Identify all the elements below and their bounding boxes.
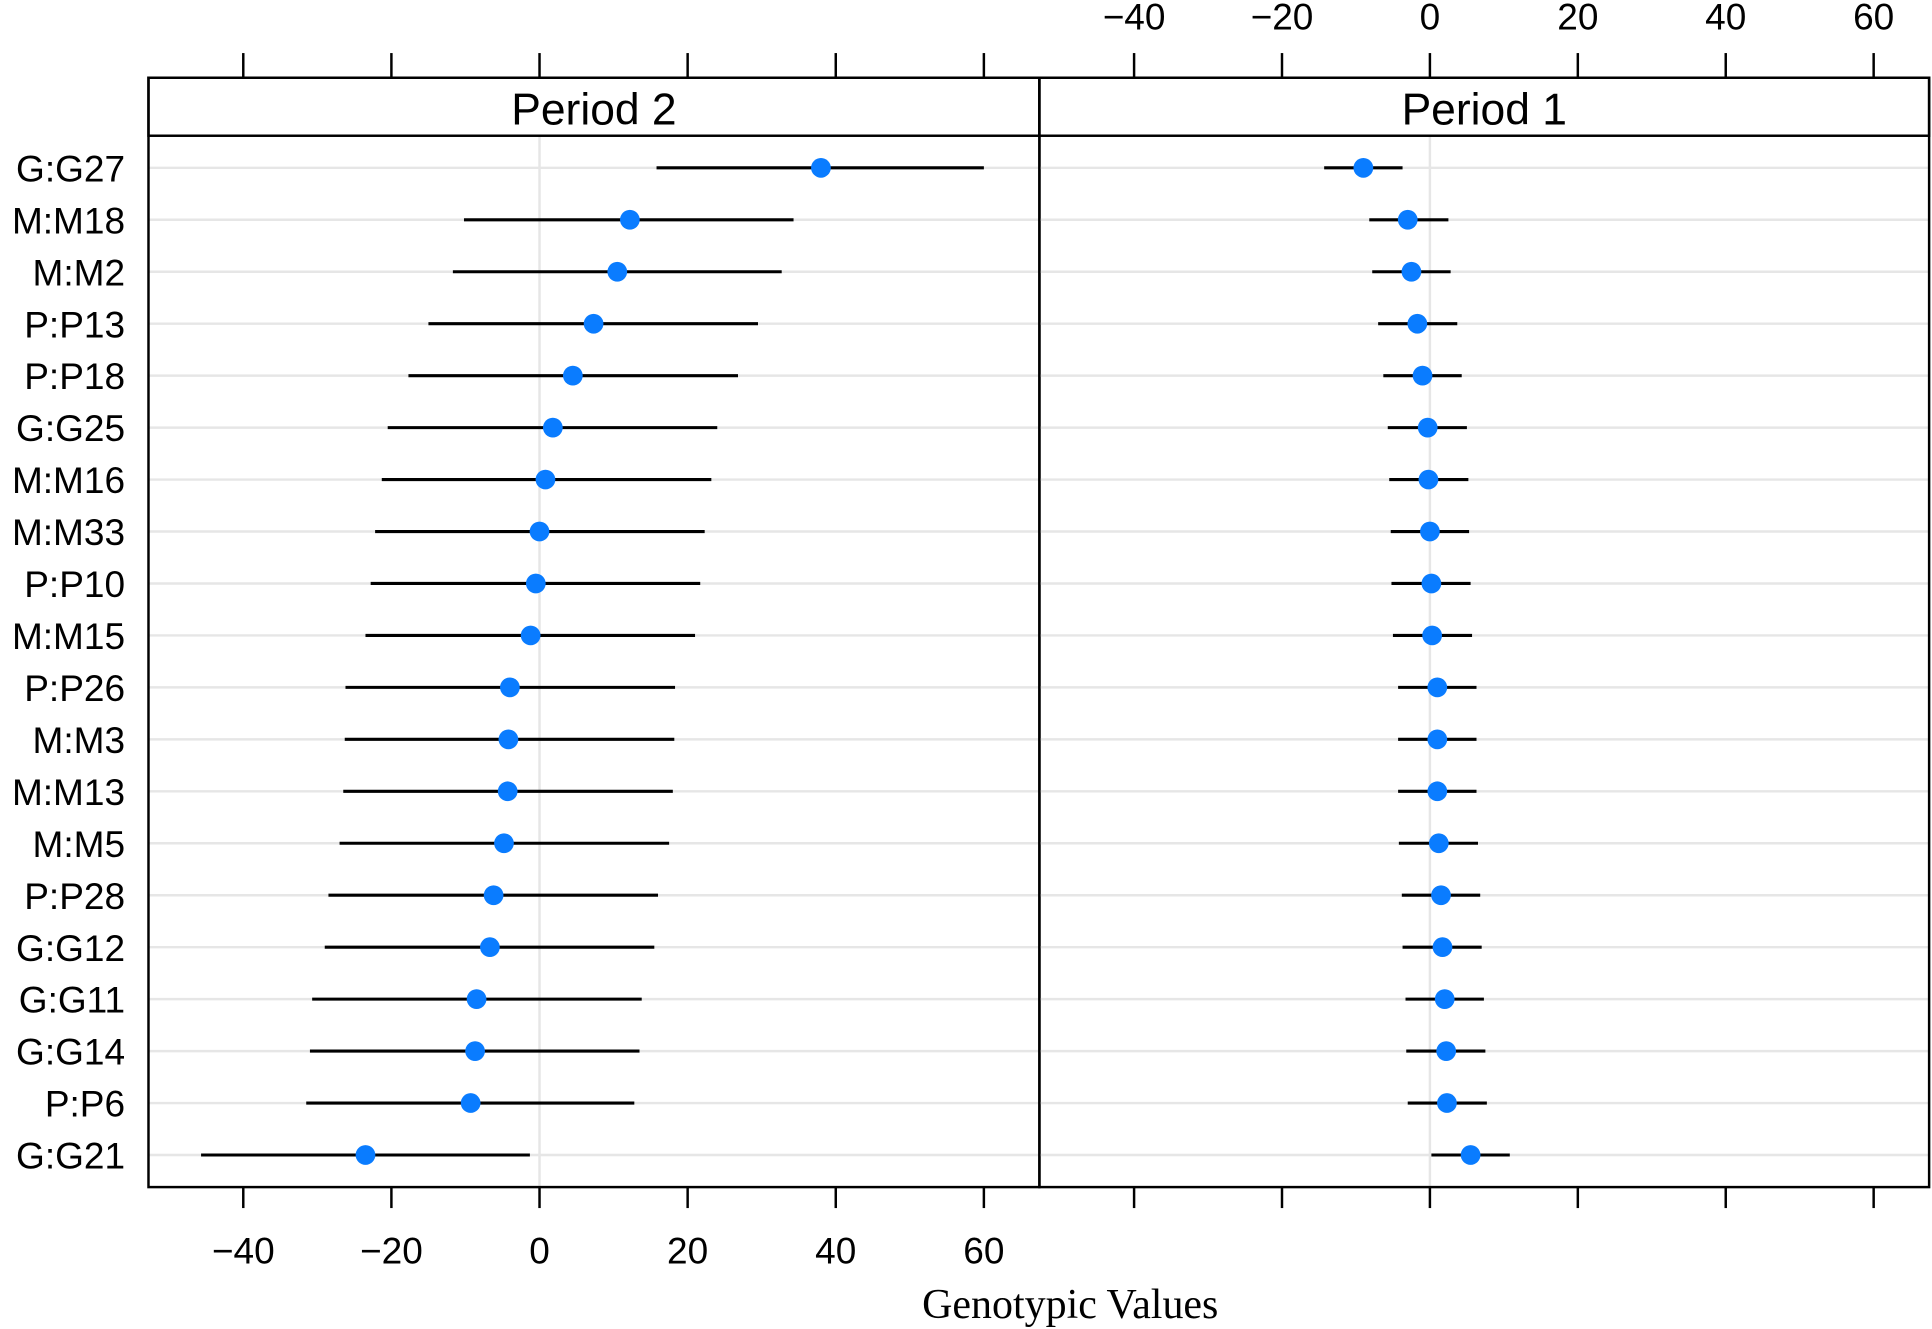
x-tick-label: 40: [815, 1230, 856, 1272]
y-category-label: P:P10: [24, 563, 125, 605]
y-category-label: M:M15: [12, 615, 125, 657]
y-category-label: M:M5: [33, 823, 126, 865]
data-point: [465, 1041, 485, 1061]
y-category-label: P:P13: [24, 303, 125, 345]
data-point: [497, 781, 518, 802]
data-point: [1427, 781, 1448, 802]
y-category-label: G:G21: [16, 1135, 125, 1177]
data-point: [1422, 625, 1443, 646]
data-point: [525, 573, 546, 594]
x-tick-label: −20: [1251, 0, 1314, 38]
y-category-label: P:P6: [45, 1083, 125, 1125]
data-point: [811, 157, 831, 178]
panel-border: [1038, 76, 1931, 1189]
data-point: [466, 989, 487, 1010]
y-category-label: M:M33: [12, 511, 125, 553]
panel-title: Period 1: [1402, 86, 1567, 135]
x-tick-label: 0: [1420, 0, 1441, 38]
y-category-label: G:G14: [16, 1031, 125, 1073]
data-point: [1460, 1145, 1481, 1165]
data-point: [500, 677, 520, 698]
x-axis-label: Genotypic Values: [922, 1282, 1218, 1328]
x-tick-label: 0: [529, 1230, 550, 1272]
data-point: [1437, 1093, 1457, 1113]
y-category-label: M:M3: [33, 719, 126, 761]
data-point: [1428, 833, 1449, 854]
data-point: [1401, 261, 1422, 282]
data-point: [460, 1093, 481, 1113]
x-tick-label: −40: [212, 1230, 275, 1272]
y-category-label: P:P28: [24, 875, 125, 917]
x-tick-label: −20: [360, 1230, 423, 1272]
y-category-label: M:M13: [12, 771, 125, 813]
data-point: [1421, 573, 1442, 594]
data-point: [1407, 313, 1428, 334]
y-category-label: M:M16: [12, 459, 125, 501]
y-category-label: P:P26: [24, 667, 125, 709]
data-point: [583, 313, 604, 334]
y-category-label: G:G25: [16, 407, 125, 449]
data-point: [1427, 729, 1448, 750]
data-point: [1431, 885, 1451, 906]
data-point: [535, 469, 556, 490]
data-point: [607, 261, 628, 282]
data-point: [562, 365, 583, 386]
data-point: [529, 521, 550, 542]
y-category-label: G:G11: [19, 979, 125, 1021]
data-point: [520, 625, 541, 646]
data-point: [1432, 937, 1453, 958]
y-category-label: G:G12: [16, 927, 125, 969]
data-point: [1436, 1041, 1457, 1061]
data-point: [1417, 417, 1438, 438]
x-tick-label: −40: [1103, 0, 1166, 38]
data-point: [1418, 469, 1439, 490]
data-point: [483, 885, 504, 906]
x-tick-label: 20: [667, 1230, 708, 1272]
y-category-label: G:G27: [16, 147, 125, 189]
data-point: [1397, 209, 1418, 230]
x-tick-label: 60: [1853, 0, 1894, 38]
data-point: [355, 1145, 376, 1165]
data-point: [480, 937, 500, 958]
panel-1: Period 2 −40 −20 0 20 40 60: [147, 53, 1041, 1272]
data-point: [1412, 365, 1433, 386]
y-category-label: M:M18: [12, 199, 125, 241]
y-category-label: P:P18: [24, 355, 125, 397]
data-point: [620, 209, 640, 230]
x-tick-label: 20: [1557, 0, 1598, 38]
panel-strip: [1038, 76, 1931, 137]
panel-title: Period 2: [511, 86, 676, 135]
x-tick-label: 60: [963, 1230, 1004, 1272]
data-point: [1427, 677, 1448, 698]
panel-2: Period 1 −40 −20 0 20 40 60: [1038, 0, 1931, 1209]
x-tick-label: 40: [1705, 0, 1746, 38]
data-point: [1420, 521, 1440, 542]
data-point: [494, 833, 514, 854]
y-category-label: M:M2: [33, 251, 126, 293]
data-point: [1353, 157, 1374, 178]
data-point: [542, 417, 563, 438]
panel-border: [147, 76, 1041, 1189]
data-point: [1434, 989, 1455, 1010]
data-point: [498, 729, 519, 750]
